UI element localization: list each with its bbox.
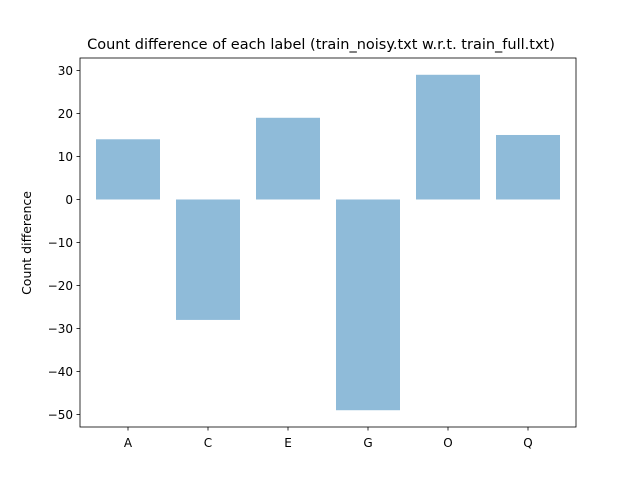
x-tick-label-Q: Q bbox=[523, 436, 532, 450]
y-tick-label: 0 bbox=[65, 193, 73, 207]
bar-E bbox=[256, 117, 320, 200]
y-tick-label: −40 bbox=[48, 365, 73, 379]
x-tick-label-A: A bbox=[124, 436, 133, 450]
y-axis-label: Count difference bbox=[19, 191, 34, 295]
bar-G bbox=[336, 199, 400, 411]
y-axis-ticks: −50 −40 −30 −20 −10 0 10 20 30 bbox=[48, 64, 80, 422]
x-tick-label-C: C bbox=[204, 436, 212, 450]
y-tick-label: 30 bbox=[58, 64, 73, 78]
y-tick-label: −20 bbox=[48, 279, 73, 293]
y-tick-label: −50 bbox=[48, 408, 73, 422]
x-tick-label-E: E bbox=[284, 436, 292, 450]
x-tick-label-G: G bbox=[363, 436, 372, 450]
bars-group bbox=[96, 74, 560, 411]
bar-Q bbox=[496, 134, 560, 200]
y-tick-label: −30 bbox=[48, 322, 73, 336]
chart-title: Count difference of each label (train_no… bbox=[87, 37, 555, 53]
bar-A bbox=[96, 139, 160, 200]
y-tick-label: −10 bbox=[48, 236, 73, 250]
plot-frame bbox=[79, 57, 577, 428]
bar-O bbox=[416, 74, 480, 200]
x-tick-label-O: O bbox=[443, 436, 452, 450]
y-tick-label: 10 bbox=[58, 150, 73, 164]
bar-C bbox=[176, 199, 240, 320]
y-tick-label: 20 bbox=[58, 107, 73, 121]
